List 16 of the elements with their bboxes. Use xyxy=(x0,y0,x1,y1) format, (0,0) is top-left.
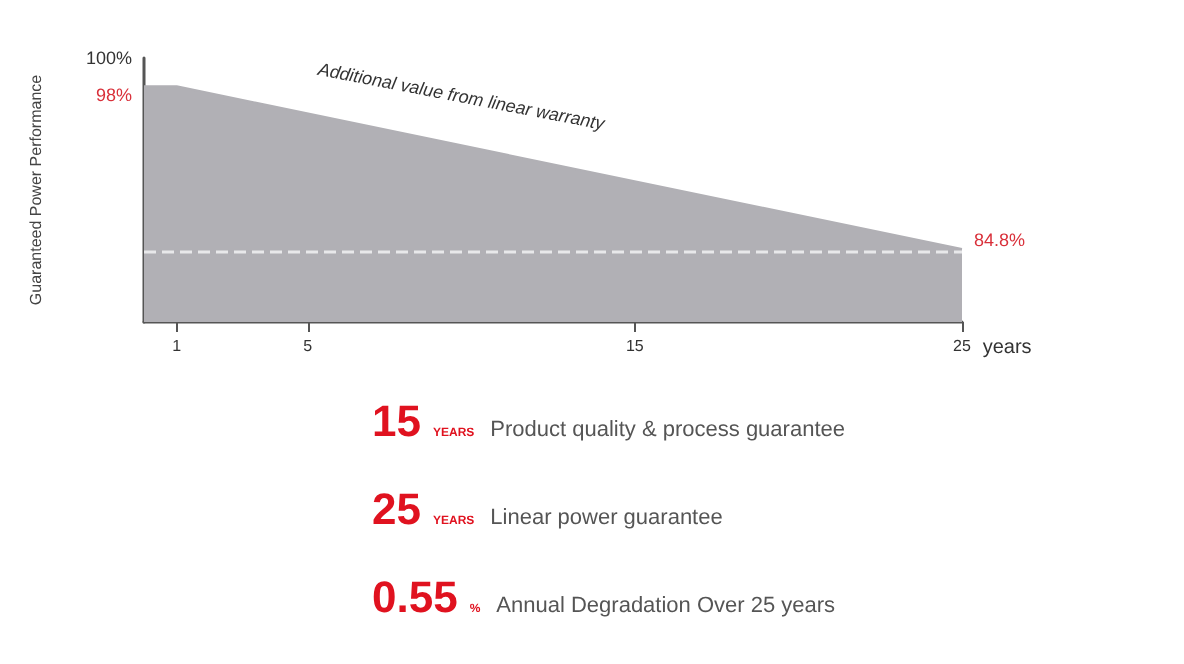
text: 15 xyxy=(372,396,421,448)
text: Linear power guarantee xyxy=(490,506,723,530)
text: 100% xyxy=(85,48,132,68)
x-tick-label: 15 xyxy=(625,337,645,355)
x-axis-title: years xyxy=(982,337,1032,359)
x-tick-label: 25 xyxy=(953,337,972,355)
text: 25 xyxy=(372,484,421,536)
annotation: Additional value from linear warranty xyxy=(314,58,608,134)
x-tick-label: 5 xyxy=(303,337,314,355)
annotation: 84.8% xyxy=(974,229,1026,250)
text: Annual Degradation Over 25 years xyxy=(496,594,836,618)
text: Product quality & process guarantee xyxy=(490,418,845,442)
text: 0.55 xyxy=(372,572,458,624)
annotation: 98% xyxy=(95,85,132,106)
x-tick-label: 1 xyxy=(172,337,183,355)
y-axis-title: Guaranteed Power Performance xyxy=(27,73,45,306)
